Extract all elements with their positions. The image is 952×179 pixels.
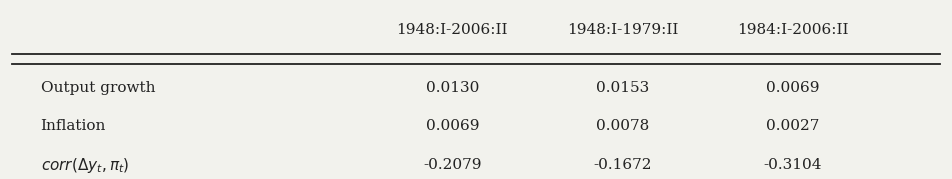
Text: 0.0069: 0.0069	[426, 119, 479, 134]
Text: 1948:I-2006:II: 1948:I-2006:II	[397, 23, 508, 37]
Text: -0.1672: -0.1672	[593, 158, 652, 172]
Text: Inflation: Inflation	[41, 119, 106, 134]
Text: 0.0027: 0.0027	[766, 119, 820, 134]
Text: 1948:I-1979:II: 1948:I-1979:II	[567, 23, 679, 37]
Text: 0.0069: 0.0069	[766, 81, 820, 95]
Text: $\mathit{corr}(\Delta y_t, \pi_t)$: $\mathit{corr}(\Delta y_t, \pi_t)$	[41, 156, 129, 175]
Text: 0.0153: 0.0153	[596, 81, 649, 95]
Text: 1984:I-2006:II: 1984:I-2006:II	[737, 23, 849, 37]
Text: -0.3104: -0.3104	[764, 158, 823, 172]
Text: -0.2079: -0.2079	[423, 158, 482, 172]
Text: 0.0130: 0.0130	[426, 81, 479, 95]
Text: Output growth: Output growth	[41, 81, 155, 95]
Text: 0.0078: 0.0078	[596, 119, 649, 134]
